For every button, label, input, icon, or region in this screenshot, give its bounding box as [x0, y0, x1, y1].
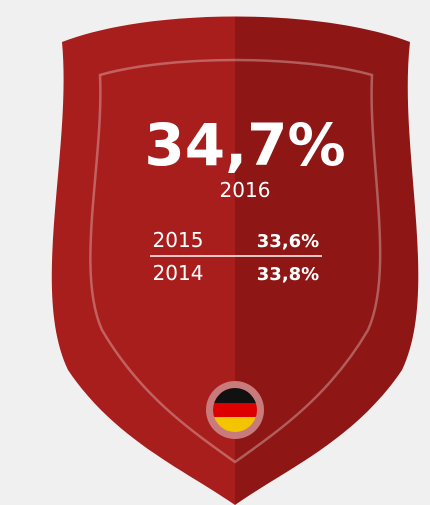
headline-year: 2016 — [220, 178, 271, 202]
shield-right — [235, 16, 419, 505]
headline-value: 34,7% — [144, 111, 345, 179]
flag-stripe — [213, 417, 257, 432]
row-year: 2015 — [153, 228, 204, 252]
row-year: 2014 — [153, 261, 204, 285]
flag-stripe — [213, 388, 257, 404]
shield-left — [51, 16, 235, 505]
row-value: 33,8% — [257, 264, 319, 285]
flag-germany — [213, 388, 257, 432]
flag-stripe — [213, 403, 257, 418]
inner-outline — [89, 58, 382, 464]
row-value: 33,6% — [257, 231, 319, 252]
